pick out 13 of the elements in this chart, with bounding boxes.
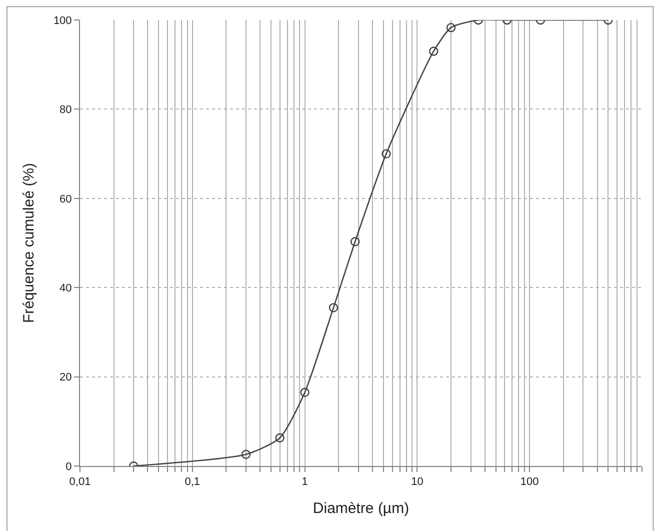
x-axis-title: Diamètre (µm) <box>312 500 410 518</box>
y-tick-label: 40 <box>60 282 72 294</box>
x-tick-label: 1 <box>302 476 308 488</box>
y-axis-title: Fréquence cumuleé (%) <box>20 162 38 324</box>
x-tick-label: 10 <box>411 476 424 488</box>
y-tick-label: 0 <box>66 460 72 473</box>
x-tick-label: 0,1 <box>184 476 200 488</box>
x-tick-label: 100 <box>520 476 539 488</box>
y-tick-label: 80 <box>60 104 72 116</box>
y-tick-label: 20 <box>60 372 72 384</box>
y-tick-label: 100 <box>53 14 72 27</box>
y-tick-label: 60 <box>60 193 72 206</box>
x-tick-label: 0,01 <box>69 476 91 488</box>
